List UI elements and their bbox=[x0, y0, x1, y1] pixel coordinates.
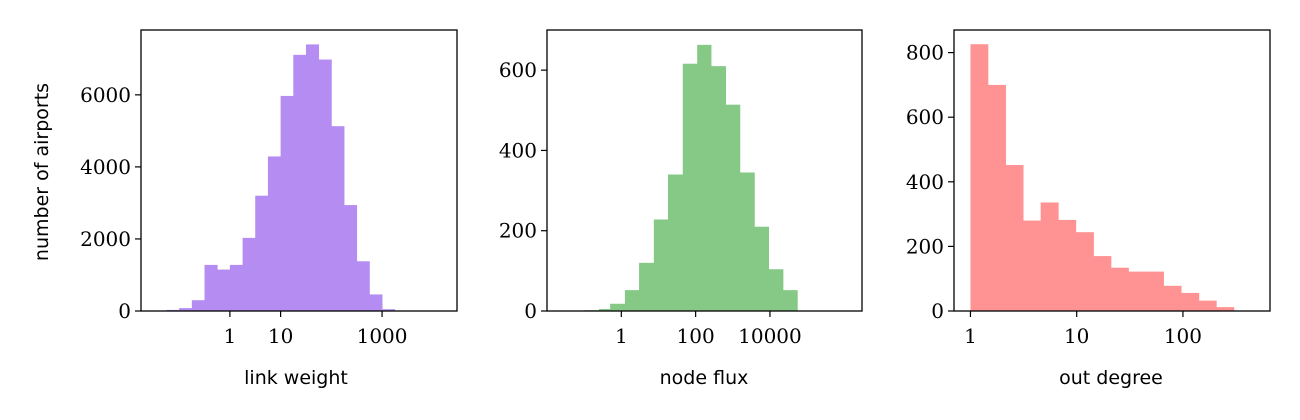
histogram-bar bbox=[229, 264, 243, 311]
y-tick-label: 600 bbox=[499, 58, 537, 82]
histogram-bar bbox=[754, 226, 770, 311]
y-tick-label: 200 bbox=[906, 234, 944, 258]
y-tick-label: 600 bbox=[906, 105, 944, 129]
histogram-bar bbox=[1198, 300, 1217, 311]
y-tick-label: 0 bbox=[524, 299, 537, 323]
histogram-bar bbox=[356, 261, 370, 311]
x-tick-label: 1 bbox=[224, 324, 237, 348]
x-tick-label: 1 bbox=[964, 324, 977, 348]
histogram-bar bbox=[598, 308, 611, 311]
histogram-bar bbox=[1145, 271, 1164, 311]
histogram-bar bbox=[697, 44, 712, 311]
histogram-bar bbox=[191, 300, 205, 311]
histogram-bar bbox=[1093, 256, 1112, 311]
x-axis-label-out-degree: out degree bbox=[1059, 367, 1163, 389]
panel-out-degree: 1 10 100 0 200 400 600 800 out degree bbox=[906, 29, 1271, 389]
x-axis-label-node-flux: node flux bbox=[660, 367, 749, 389]
histogram-bar bbox=[1128, 271, 1147, 311]
x-tick-label: 100 bbox=[677, 324, 715, 348]
y-axis-label-number-of-airports: number of airports bbox=[31, 83, 53, 261]
histogram-bar bbox=[1163, 285, 1182, 311]
histogram-bar bbox=[1058, 219, 1077, 311]
histogram-bar bbox=[1040, 202, 1059, 311]
histogram-bar bbox=[667, 174, 684, 311]
y-tick-label: 6000 bbox=[80, 83, 131, 107]
histogram-bar bbox=[179, 308, 193, 311]
plot-frame-link-weight bbox=[140, 29, 458, 312]
histogram-bar bbox=[970, 44, 989, 312]
y-tick-label: 0 bbox=[118, 299, 131, 323]
histogram-bar bbox=[987, 84, 1006, 311]
ticks-link-weight: 1 10 1000 0 2000 4000 6000 bbox=[80, 83, 407, 348]
y-tick-label: 0 bbox=[931, 299, 944, 323]
histogram-bar bbox=[725, 104, 741, 311]
histogram-bar bbox=[639, 262, 655, 311]
histogram-bar bbox=[280, 95, 294, 312]
histogram-bar bbox=[1023, 220, 1042, 311]
bars-out-degree bbox=[970, 44, 1235, 312]
ticks-node-flux: 1 100 10000 0 200 400 600 bbox=[499, 58, 802, 348]
histogram-bar bbox=[204, 264, 218, 311]
x-tick-label: 10000 bbox=[738, 324, 802, 348]
panel-link-weight: 1 10 1000 0 2000 4000 6000 link weight number … bbox=[31, 29, 458, 389]
histogram-bar bbox=[1216, 307, 1235, 311]
histogram-bar bbox=[217, 269, 231, 311]
histogram-bar bbox=[653, 219, 669, 311]
x-tick-label: 100 bbox=[1164, 324, 1202, 348]
histogram-bar bbox=[1181, 292, 1200, 311]
ticks-out-degree: 1 10 100 0 200 400 600 800 bbox=[906, 41, 1202, 348]
y-tick-label: 800 bbox=[906, 41, 944, 65]
plot-frame-out-degree bbox=[953, 29, 1271, 312]
histogram-bar bbox=[782, 290, 798, 311]
bars-link-weight bbox=[166, 44, 396, 312]
histogram-bar bbox=[739, 172, 755, 311]
y-tick-label: 400 bbox=[499, 138, 537, 162]
histogram-bar bbox=[293, 54, 307, 312]
y-tick-label: 2000 bbox=[80, 227, 131, 251]
y-tick-label: 4000 bbox=[80, 155, 131, 179]
plot-frame-node-flux bbox=[546, 29, 863, 312]
histogram-bar bbox=[1110, 267, 1129, 311]
histogram-bar bbox=[369, 294, 383, 311]
histogram-bar bbox=[682, 63, 698, 311]
histogram-bar bbox=[610, 303, 626, 311]
x-tick-label: 10 bbox=[1064, 324, 1089, 348]
histogram-bar bbox=[382, 309, 396, 311]
histogram-bar bbox=[318, 59, 332, 311]
histogram-bar bbox=[768, 269, 784, 311]
histogram-bar bbox=[305, 44, 320, 311]
histogram-bar bbox=[267, 156, 282, 311]
x-tick-label: 10 bbox=[268, 324, 293, 348]
y-tick-label: 200 bbox=[499, 219, 537, 243]
histogram-bar bbox=[624, 290, 640, 311]
histogram-bar bbox=[331, 126, 345, 311]
histogram-bar bbox=[255, 195, 269, 311]
histogram-bar bbox=[242, 237, 256, 311]
bars-node-flux bbox=[584, 44, 798, 311]
x-tick-label: 1 bbox=[615, 324, 628, 348]
histogram-bar bbox=[344, 205, 358, 311]
histogram-bar bbox=[1005, 165, 1024, 311]
panel-node-flux: 1 100 10000 0 200 400 600 node flux bbox=[499, 29, 863, 389]
histogram-bar bbox=[711, 66, 726, 311]
x-tick-label: 1000 bbox=[357, 324, 408, 348]
histogram-bar bbox=[1075, 232, 1094, 311]
x-axis-label-link-weight: link weight bbox=[244, 367, 348, 389]
y-tick-label: 400 bbox=[906, 170, 944, 194]
